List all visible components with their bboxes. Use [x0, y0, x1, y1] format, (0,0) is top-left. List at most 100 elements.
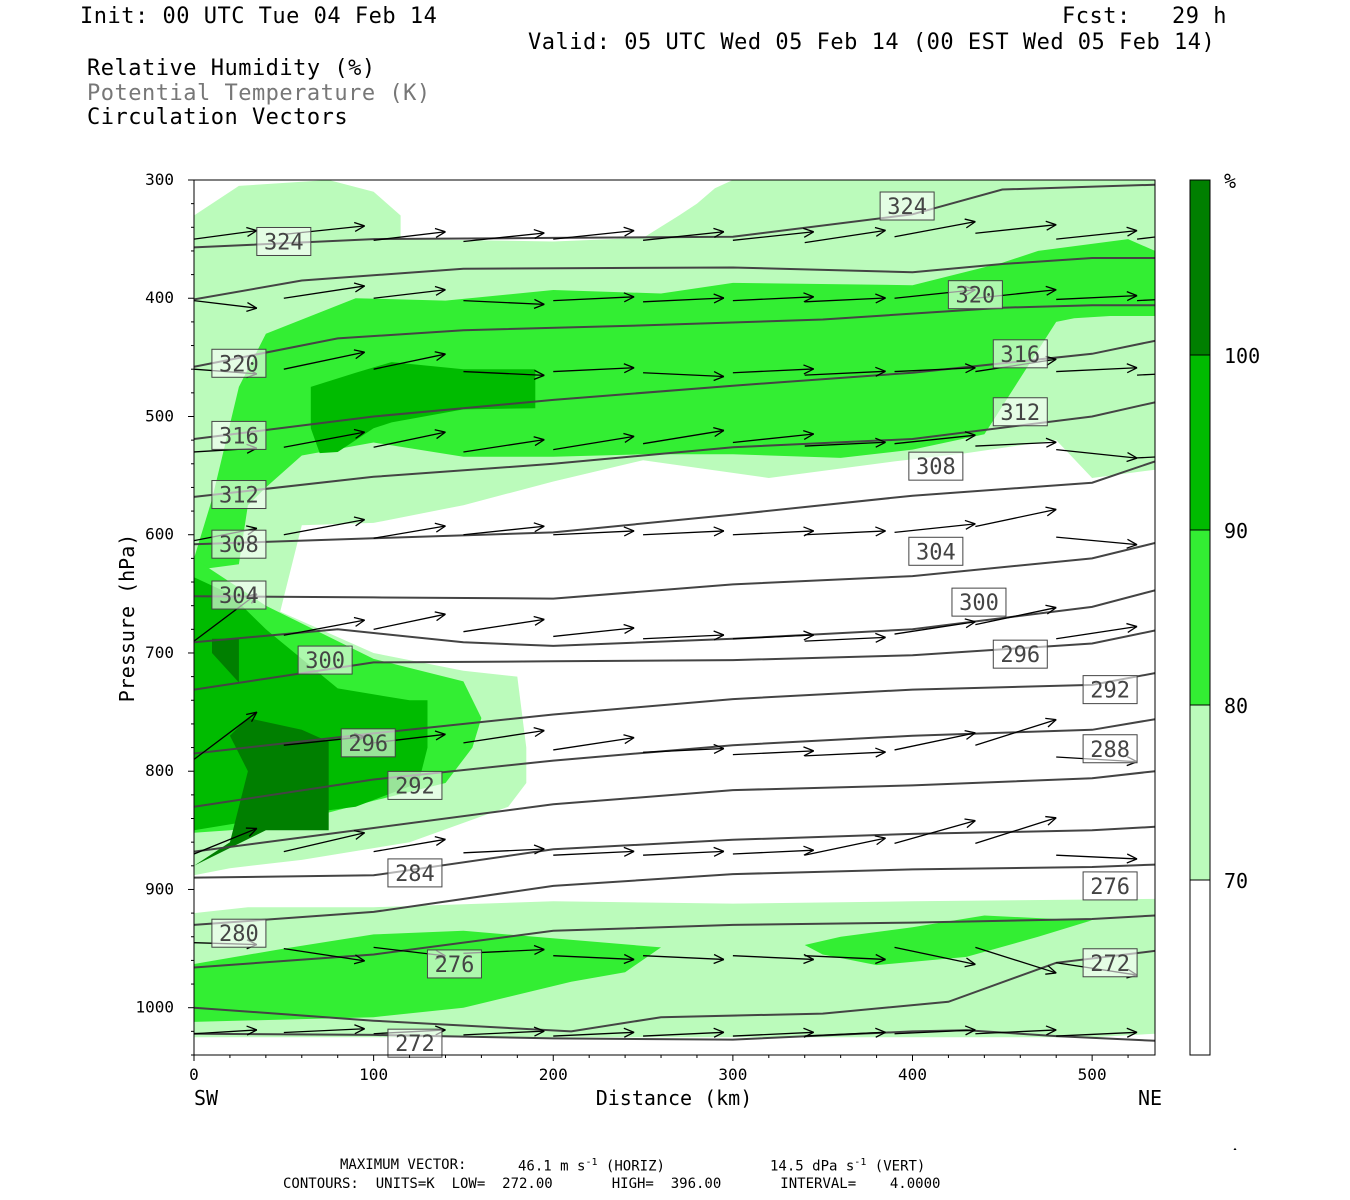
theta-label: 316: [211, 420, 267, 450]
theta-label-text: 296: [1000, 643, 1040, 668]
circulation-vector: [1137, 299, 1155, 302]
x-tick-label: 0: [189, 1065, 199, 1084]
theta-contour: [194, 542, 1155, 600]
colorbar-tick-label: 70: [1224, 869, 1248, 893]
circulation-vector: [894, 218, 976, 238]
x-tick-label: 100: [359, 1065, 388, 1084]
circulation-vector: [1056, 448, 1138, 463]
circulation-vector: [553, 846, 635, 857]
circulation-vector: [463, 522, 545, 536]
circulation-vector: [894, 618, 976, 635]
x-axis: 0 100 200 300 400 500: [189, 1055, 1129, 1084]
circulation-vector: [283, 516, 366, 536]
rh-region-90: [310, 362, 536, 454]
circulation-vector: [194, 299, 258, 313]
max-vector-horiz: 46.1 m s-1 (HORIZ): [518, 1157, 665, 1175]
max-vert-value: 14.5 dPa s: [770, 1158, 855, 1175]
x-axis-label: Distance (km): [596, 1086, 753, 1110]
theta-label-text: 316: [219, 424, 259, 449]
theta-label: 292: [387, 770, 443, 800]
circulation-vector: [804, 526, 886, 537]
theta-label-text: 276: [1090, 875, 1130, 900]
theta-label: 320: [211, 348, 267, 378]
y-tick-label: 600: [145, 525, 174, 544]
theta-label: 300: [297, 645, 353, 675]
colorbar: 100 90 80 70: [1189, 179, 1260, 1056]
valid-time: Valid: 05 UTC Wed 05 Feb 14 (00 EST Wed …: [528, 30, 1216, 55]
theta-label-text: 284: [395, 862, 435, 887]
colorbar-swatch: [1189, 529, 1211, 706]
x-label-right: NE: [1138, 1086, 1162, 1110]
circulation-vector: [643, 1027, 725, 1038]
theta-label-text: 296: [348, 732, 388, 757]
y-axis-label: Pressure (hPa): [115, 534, 139, 703]
y-tick-label: 400: [145, 288, 174, 307]
forecast-hour: Fcst: 29 h: [1062, 4, 1227, 29]
circulation-vector: [463, 369, 545, 380]
x-tick-label: 400: [898, 1065, 927, 1084]
max-vector-title: MAXIMUM VECTOR:: [340, 1157, 467, 1173]
field-label-vectors: Circulation Vectors: [87, 105, 349, 130]
header: Init: 00 UTC Tue 04 Feb 14 Fcst: 29 h Va…: [0, 0, 1350, 140]
theta-contour: [194, 589, 1155, 647]
circulation-vector: [804, 293, 886, 304]
theta-label: 292: [1082, 675, 1138, 705]
theta-contour: [194, 183, 1155, 249]
circulation-vector: [194, 827, 258, 855]
theta-contour: [194, 401, 1155, 498]
reference-vector-icon: [1233, 1147, 1237, 1150]
circulation-vector: [804, 437, 886, 448]
y-tick-label: 1000: [135, 998, 174, 1017]
y-axis: 300 400 500 600 700 800 900 1000: [135, 170, 194, 1056]
theta-label: 320: [947, 280, 1003, 310]
theta-label-text: 304: [916, 540, 956, 565]
circulation-vector: [553, 623, 635, 638]
theta-label: 300: [951, 587, 1007, 617]
circulation-vector: [1056, 853, 1138, 864]
theta-label: 324: [256, 226, 312, 256]
x-label-left: SW: [194, 1086, 219, 1110]
init-time: Init: 00 UTC Tue 04 Feb 14: [80, 4, 438, 29]
x-tick-label: 500: [1078, 1065, 1107, 1084]
theta-label-text: 324: [887, 195, 927, 220]
theta-labels: 324 324 320 320 316 316 312 312 308 308 304 304 300 3…: [211, 191, 1138, 1058]
circulation-vector: [804, 747, 886, 758]
theta-contour: [194, 863, 1155, 926]
theta-contour: [194, 629, 1155, 691]
colorbar-tick-label: 80: [1224, 694, 1248, 718]
circulation-vector: [373, 522, 446, 539]
field-label-theta: Potential Temperature (K): [87, 81, 431, 106]
theta-label-text: 280: [219, 922, 259, 947]
theta-label: 272: [387, 1028, 443, 1058]
circulation-vector: [283, 1024, 365, 1035]
theta-label: 280: [211, 918, 267, 948]
rh-region-100: [194, 718, 329, 866]
theta-contour: [194, 460, 1155, 546]
circulation-vector: [1136, 236, 1155, 240]
circulation-vector: [643, 743, 725, 755]
circulation-vector: [373, 227, 446, 241]
theta-label: 296: [992, 639, 1048, 669]
theta-contour: [194, 825, 1155, 879]
theta-label: 296: [340, 728, 396, 758]
plot-frame: [193, 179, 1156, 1056]
theta-label-text: 312: [219, 484, 259, 509]
theta-label-text: 272: [1090, 952, 1130, 977]
colorbar-tick-label: 100: [1224, 344, 1260, 368]
theta-label: 308: [908, 451, 964, 481]
circulation-vector: [975, 946, 1057, 975]
circulation-vector: [373, 285, 446, 299]
circulation-vector: [643, 846, 725, 857]
circulation-vector: [804, 366, 886, 377]
circulation-vector: [643, 370, 725, 382]
rh-region-80: [194, 239, 1155, 571]
circulation-vector: [804, 953, 886, 965]
circulation-vector: [975, 220, 1057, 234]
max-vector-vert: 14.5 dPa s-1 (VERT): [770, 1157, 925, 1175]
x-tick-label: 300: [718, 1065, 747, 1084]
theta-label-text: 292: [395, 774, 435, 799]
theta-label-text: 300: [959, 591, 999, 616]
circulation-vector: [1056, 1027, 1138, 1038]
theta-label-text: 308: [916, 455, 956, 480]
colorbar-swatch: [1189, 179, 1211, 356]
